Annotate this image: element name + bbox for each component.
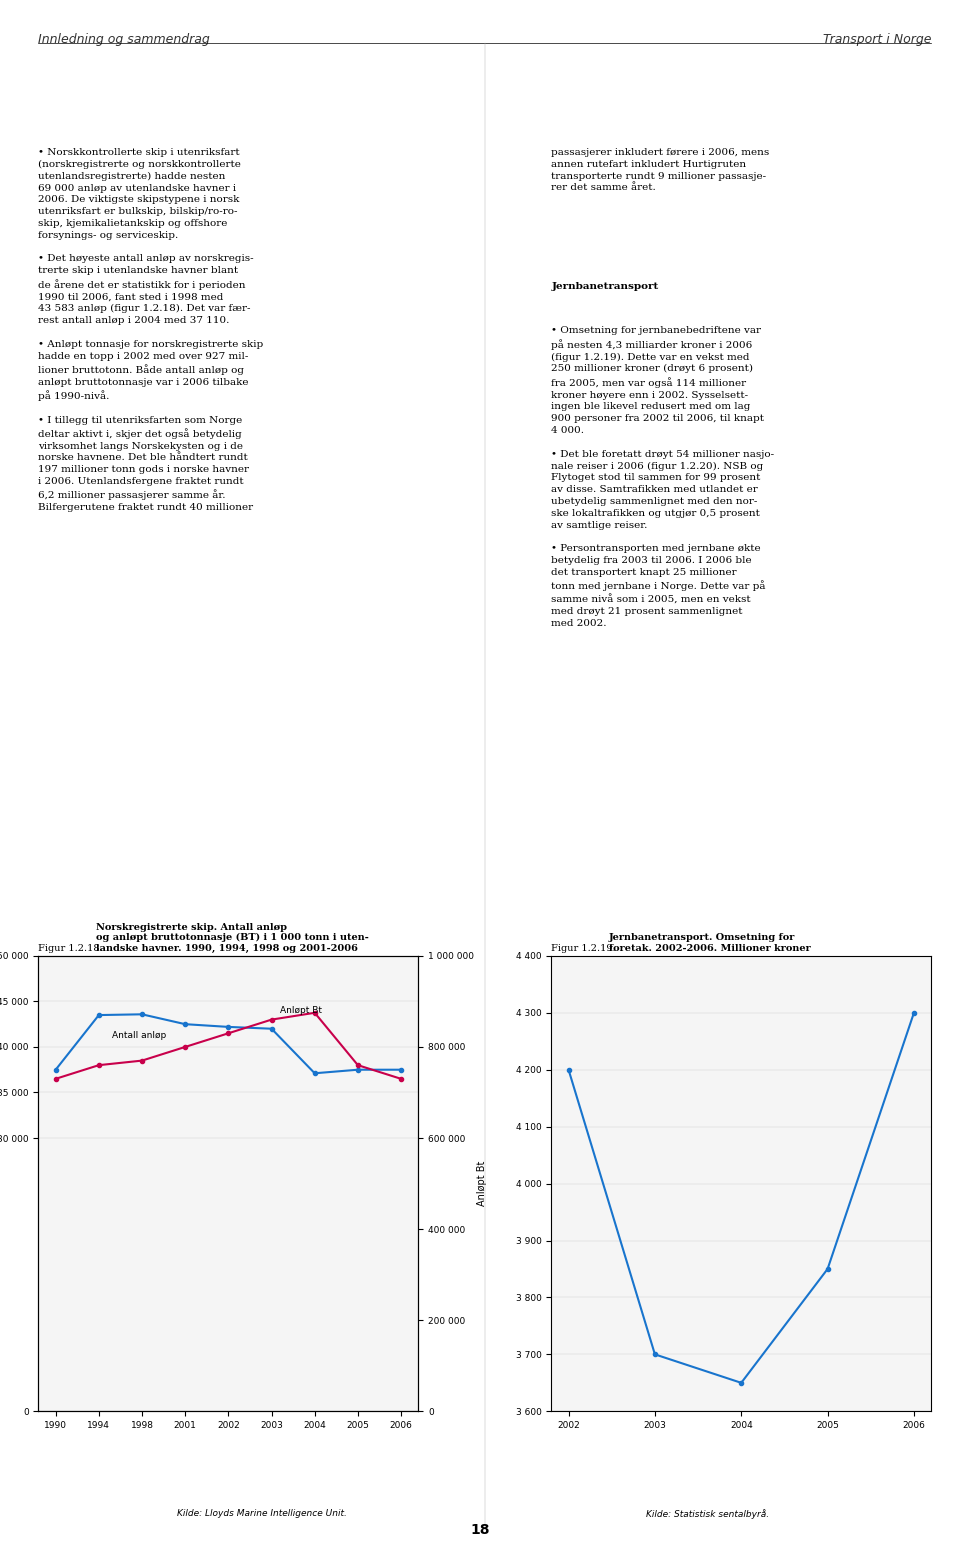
Text: Jernbanetransport. Omsetning for
foretak. 2002-2006. Millioner kroner: Jernbanetransport. Omsetning for foretak… — [609, 933, 810, 953]
Text: Norskregistrerte skip. Antall anløp
og anløpt bruttotonnasje (BT) i 1 000 tonn i: Norskregistrerte skip. Antall anløp og a… — [96, 922, 369, 953]
Text: Transport i Norge: Transport i Norge — [823, 32, 931, 46]
Text: Kilde: Lloyds Marine Intelligence Unit.: Kilde: Lloyds Marine Intelligence Unit. — [177, 1509, 347, 1517]
Text: Figur 1.2.18.: Figur 1.2.18. — [38, 944, 107, 953]
Text: Anløpt Bt: Anløpt Bt — [280, 1006, 323, 1015]
Text: Antall anløp: Antall anløp — [111, 1031, 166, 1040]
Y-axis label: Anløpt Bt: Anløpt Bt — [477, 1160, 487, 1207]
Text: passasjerer inkludert førere i 2006, mens
annen rutefart inkludert Hurtigruten
t: passasjerer inkludert førere i 2006, men… — [551, 148, 770, 204]
Text: Figur 1.2.19.: Figur 1.2.19. — [551, 944, 619, 953]
Text: • Norskkontrollerte skip i utenriksfart
(norskregistrerte og norskkontrollerte
u: • Norskkontrollerte skip i utenriksfart … — [38, 148, 264, 511]
Text: Kilde: Statistisk sentalbyrå.: Kilde: Statistisk sentalbyrå. — [646, 1509, 770, 1519]
Text: Innledning og sammendrag: Innledning og sammendrag — [38, 32, 210, 46]
Text: 18: 18 — [470, 1523, 490, 1537]
Text: • Omsetning for jernbanebedriftene var
på nesten 4,3 milliarder kroner i 2006
(f: • Omsetning for jernbanebedriftene var p… — [551, 315, 775, 627]
Text: Jernbanetransport: Jernbanetransport — [551, 283, 659, 292]
